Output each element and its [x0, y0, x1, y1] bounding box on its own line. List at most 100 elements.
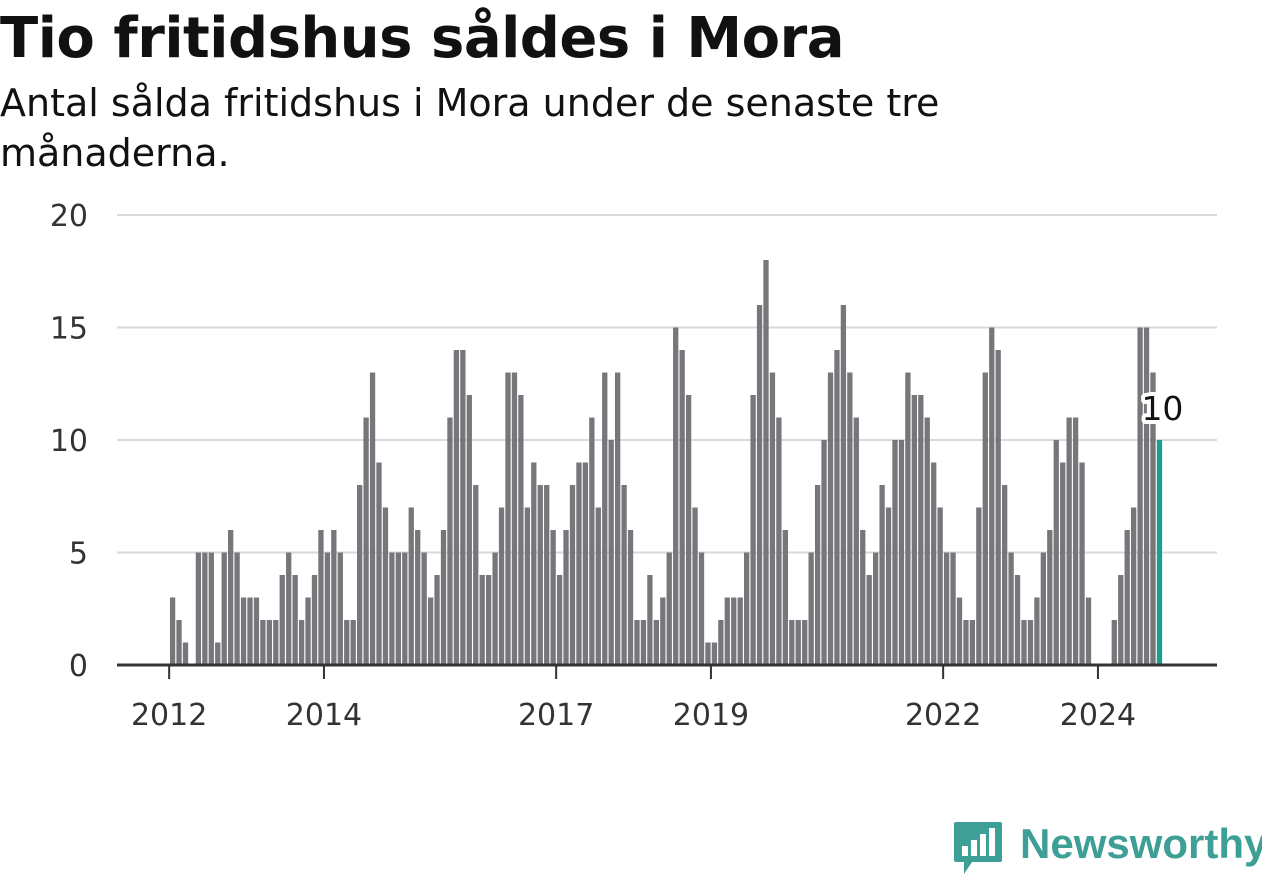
bar	[982, 372, 988, 665]
bar	[1047, 530, 1053, 665]
x-axis-ticks: 2012 2014 2017 2019 2022 2024	[131, 665, 1136, 733]
bar	[460, 350, 466, 665]
bar	[1072, 417, 1079, 665]
bar	[1131, 507, 1137, 665]
bar	[634, 620, 640, 665]
bar	[1085, 597, 1092, 665]
bar	[763, 260, 769, 665]
bar	[595, 507, 601, 665]
bar	[311, 575, 318, 665]
x-tick-label-2019: 2019	[673, 698, 749, 733]
bar	[911, 395, 917, 665]
bar	[531, 462, 537, 665]
bar	[885, 507, 892, 665]
bar	[718, 620, 724, 665]
bar	[976, 507, 982, 665]
x-tick-label-2012: 2012	[131, 698, 207, 733]
bar	[834, 350, 840, 665]
bar	[1143, 327, 1150, 665]
bar	[989, 327, 995, 665]
bar	[711, 642, 718, 665]
bar	[537, 485, 543, 665]
bar	[266, 620, 272, 665]
bar	[1137, 327, 1143, 665]
chart-title: Tio fritidshus såldes i Mora	[0, 6, 845, 71]
bar	[195, 552, 202, 665]
bar	[782, 530, 788, 665]
bar	[950, 552, 956, 665]
bar	[286, 552, 292, 665]
bar	[1060, 462, 1066, 665]
bar	[1111, 620, 1117, 665]
bar	[466, 395, 472, 665]
bar	[369, 372, 376, 665]
bar	[569, 485, 576, 665]
bar	[544, 485, 550, 665]
bar	[879, 485, 885, 665]
bar	[240, 597, 247, 665]
bar	[847, 372, 853, 665]
bar	[795, 620, 801, 665]
bar	[776, 417, 782, 665]
bar	[247, 597, 253, 665]
bar	[479, 575, 485, 665]
bar	[292, 575, 298, 665]
bar	[685, 395, 692, 665]
gridlines	[117, 214, 1217, 554]
bar	[556, 575, 563, 665]
bar	[1118, 575, 1124, 665]
bar	[892, 440, 898, 665]
bar	[1008, 552, 1014, 665]
bar	[666, 552, 672, 665]
newsworthy-logo-icon	[954, 822, 1002, 874]
bar	[337, 552, 343, 665]
bar	[350, 620, 356, 665]
bar	[408, 507, 414, 665]
bar	[808, 552, 814, 665]
bar	[453, 350, 460, 665]
y-tick-label-15: 15	[50, 312, 88, 347]
bar	[486, 575, 492, 665]
bar	[1014, 575, 1021, 665]
bar	[253, 597, 260, 665]
bar	[215, 642, 221, 665]
bars	[169, 260, 1163, 665]
bar	[937, 507, 943, 665]
bar	[363, 417, 369, 665]
bar	[382, 507, 389, 665]
last-value-label-halo: 10	[1141, 389, 1183, 428]
bar	[1079, 462, 1085, 665]
bar	[182, 642, 189, 665]
bar	[505, 372, 511, 665]
bar	[1040, 552, 1046, 665]
bar	[827, 372, 834, 665]
bar	[344, 620, 350, 665]
bar	[627, 530, 634, 665]
bar	[956, 597, 963, 665]
bar	[737, 597, 743, 665]
bar	[647, 575, 653, 665]
x-tick-label-2017: 2017	[518, 698, 594, 733]
bar	[756, 305, 763, 665]
brand-name: Newsworthy	[1020, 820, 1262, 867]
bar	[589, 417, 595, 665]
bar	[518, 395, 524, 665]
bar	[821, 440, 827, 665]
bar	[840, 305, 847, 665]
bar	[769, 372, 776, 665]
chart-subtitle: Antal sålda fritidshus i Mora under de s…	[0, 81, 940, 175]
bar	[615, 372, 621, 665]
bar	[698, 552, 705, 665]
bar	[724, 597, 730, 665]
bar	[1034, 597, 1040, 665]
bar	[576, 462, 582, 665]
bar	[511, 372, 518, 665]
bar	[221, 552, 227, 665]
bar	[208, 552, 214, 665]
bar	[640, 620, 647, 665]
bar	[421, 552, 427, 665]
bar	[498, 507, 505, 665]
y-tick-label-10: 10	[50, 424, 88, 459]
bar	[931, 462, 937, 665]
bar	[873, 552, 879, 665]
